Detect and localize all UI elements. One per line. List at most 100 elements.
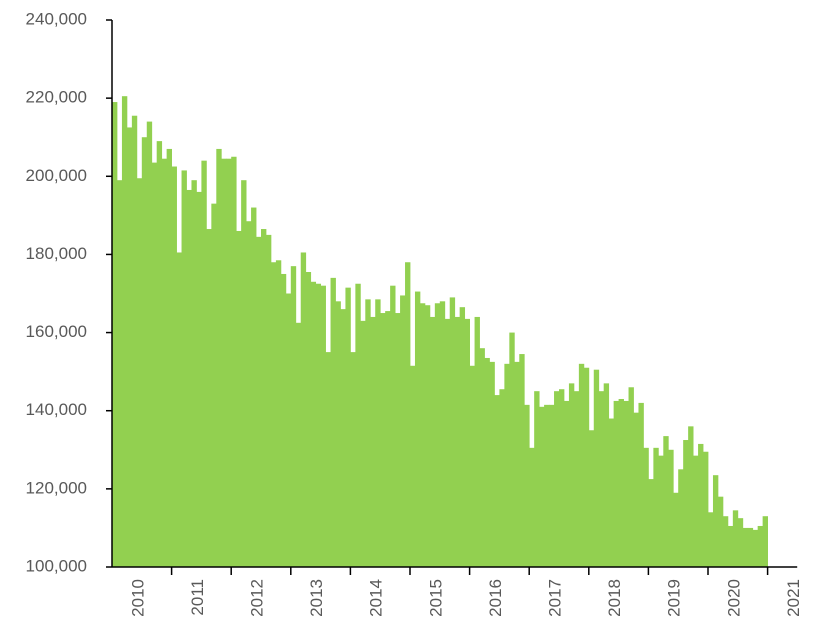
bar	[350, 352, 356, 567]
bar	[554, 391, 560, 567]
bar	[529, 447, 535, 567]
y-tick-label: 180,000	[26, 244, 87, 263]
bar	[171, 166, 177, 567]
bar	[156, 141, 163, 567]
bar	[742, 527, 749, 567]
y-tick-label: 100,000	[26, 556, 87, 575]
y-tick-label: 160,000	[26, 322, 87, 341]
y-tick-label: 120,000	[26, 478, 87, 497]
bar	[544, 404, 550, 567]
bar	[484, 357, 490, 567]
bar	[141, 137, 148, 567]
bar	[131, 115, 138, 567]
bar	[732, 510, 739, 567]
bar	[211, 203, 217, 567]
bar	[698, 443, 704, 567]
bar	[231, 156, 237, 567]
bar	[161, 158, 168, 568]
bar	[459, 307, 466, 567]
bar	[722, 516, 729, 567]
bar	[703, 451, 709, 567]
bar	[573, 391, 580, 567]
bar	[563, 400, 570, 567]
bar	[598, 391, 605, 567]
bar	[434, 303, 441, 567]
bar	[136, 178, 143, 567]
bar	[275, 260, 282, 567]
bar	[181, 170, 187, 568]
bar	[504, 363, 510, 567]
bar	[514, 361, 520, 567]
bar	[186, 189, 192, 568]
bar	[191, 180, 197, 567]
bar	[320, 285, 326, 567]
bar	[539, 406, 545, 567]
bar	[330, 277, 336, 567]
bar	[648, 479, 654, 567]
bar	[633, 412, 639, 567]
bar	[519, 354, 525, 567]
bar	[603, 383, 610, 567]
x-tick-label: 2018	[605, 579, 624, 617]
bar	[256, 236, 262, 567]
x-tick-label: 2021	[784, 579, 803, 617]
bar	[578, 363, 585, 567]
bar	[762, 516, 768, 567]
bar	[295, 322, 302, 567]
bar	[663, 436, 669, 567]
bar	[280, 273, 287, 567]
bar	[638, 402, 644, 567]
bar	[385, 311, 391, 567]
bar	[365, 299, 371, 567]
bar	[400, 295, 406, 567]
bar	[270, 262, 277, 567]
bar	[206, 229, 212, 567]
bar	[757, 525, 764, 567]
x-tick-label: 2014	[367, 579, 386, 617]
bar	[166, 148, 172, 567]
bar	[534, 391, 540, 567]
bar	[251, 207, 257, 568]
bar	[241, 180, 247, 567]
bar	[390, 285, 396, 567]
bar	[464, 318, 470, 567]
x-tick-label: 2013	[307, 579, 326, 617]
bar	[146, 121, 153, 567]
bar	[712, 475, 719, 567]
y-tick-label: 140,000	[26, 400, 87, 419]
bar	[236, 230, 242, 567]
x-tick-label: 2019	[665, 579, 684, 617]
bar	[747, 527, 754, 567]
x-tick-label: 2015	[426, 579, 445, 617]
x-tick-label: 2016	[486, 579, 505, 617]
y-tick-label: 240,000	[26, 9, 87, 28]
bar	[201, 160, 207, 567]
bar	[673, 492, 679, 567]
bar	[469, 365, 475, 567]
bar	[261, 229, 267, 567]
bar	[643, 447, 649, 567]
bar	[613, 400, 619, 567]
bar	[593, 369, 600, 567]
bar	[509, 332, 515, 567]
bar	[221, 158, 227, 568]
y-tick-label: 200,000	[26, 166, 87, 185]
x-tick-label: 2012	[247, 579, 266, 617]
bar	[693, 455, 699, 567]
bar	[752, 529, 759, 567]
bar	[360, 320, 366, 567]
bar	[305, 272, 312, 567]
bar	[216, 148, 222, 567]
bar	[439, 301, 446, 567]
bar	[419, 303, 426, 567]
x-tick-label: 2017	[545, 579, 564, 617]
bar	[708, 512, 714, 567]
bar	[414, 291, 421, 567]
bar	[176, 252, 182, 567]
bar	[727, 525, 734, 567]
bar	[226, 158, 232, 568]
bar	[549, 404, 555, 567]
x-tick-label: 2011	[188, 579, 207, 616]
bar	[315, 283, 321, 567]
